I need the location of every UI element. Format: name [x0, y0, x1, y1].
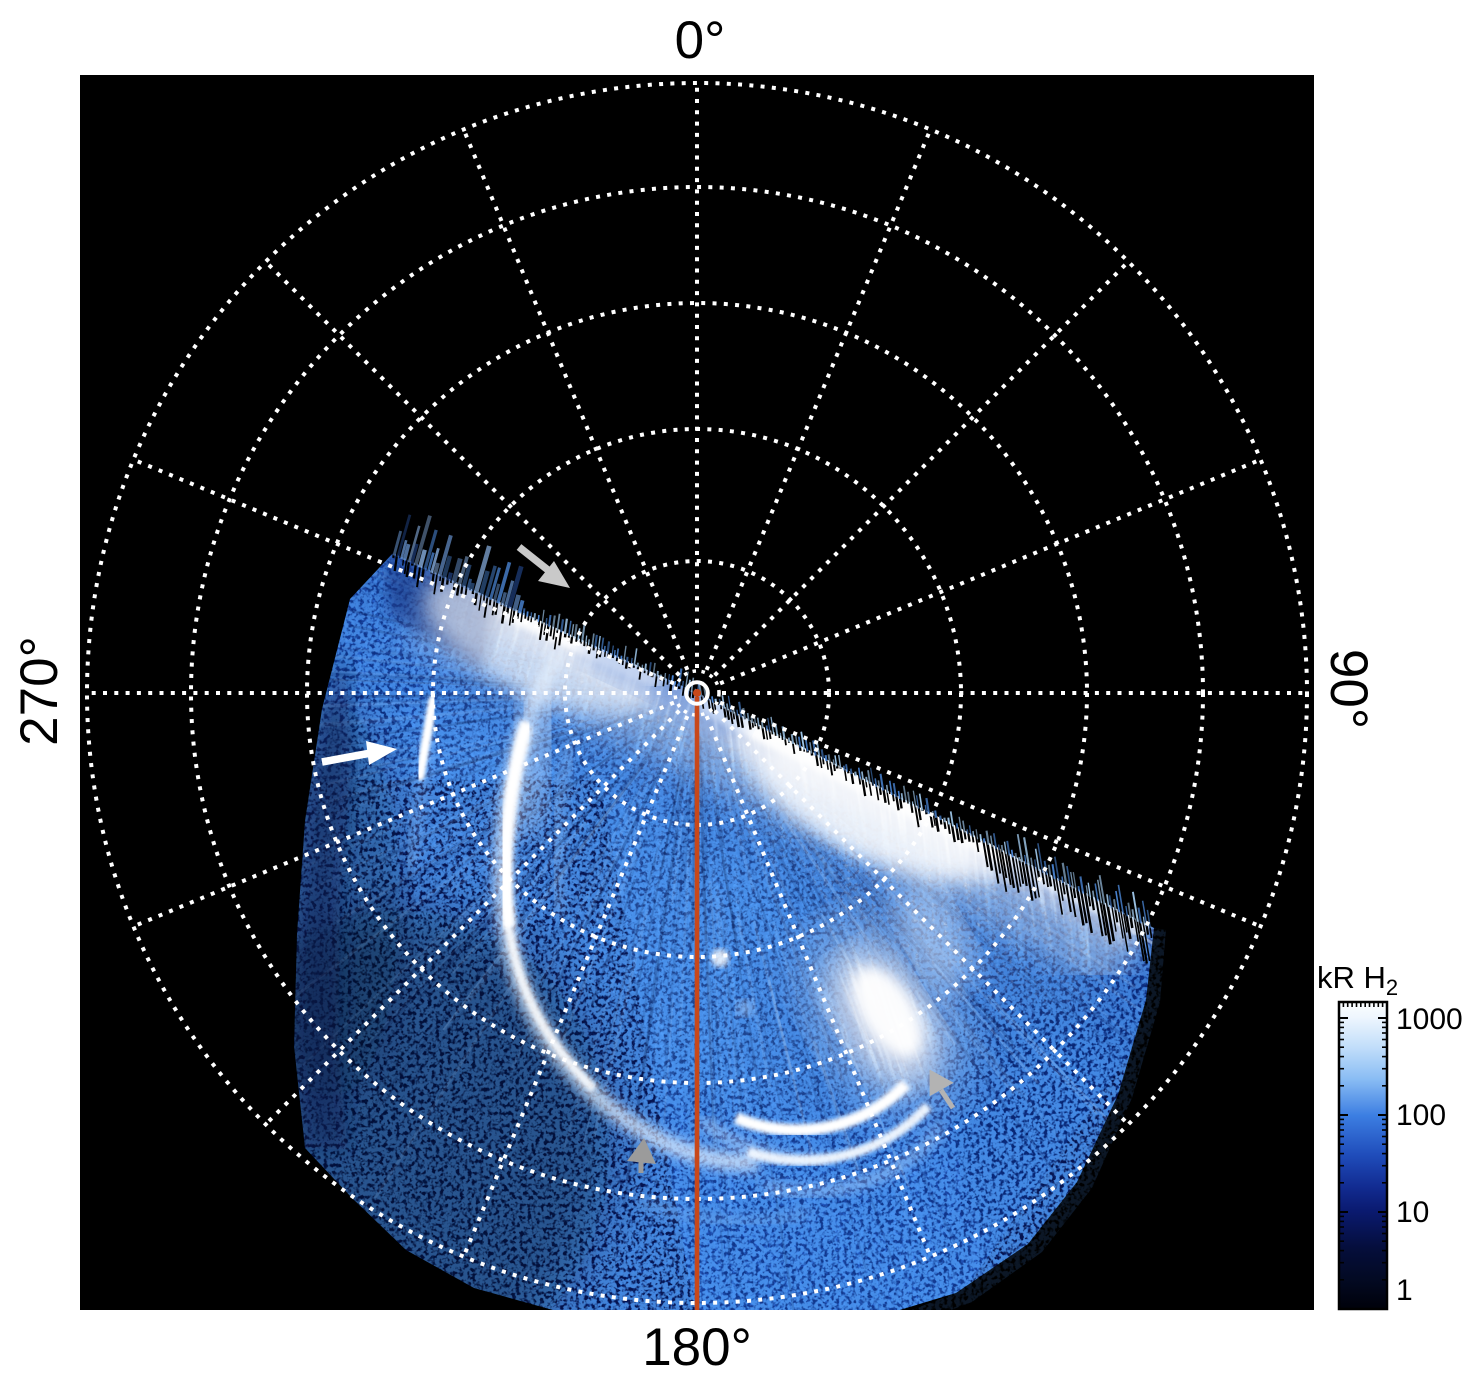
svg-text:180°: 180°: [642, 1318, 752, 1377]
svg-text:1: 1: [1396, 1274, 1413, 1307]
svg-text:10: 10: [1396, 1196, 1429, 1229]
svg-text:100: 100: [1396, 1099, 1446, 1132]
svg-text:1000: 1000: [1396, 1003, 1463, 1036]
svg-text:270°: 270°: [10, 636, 69, 746]
svg-text:kR H2: kR H2: [1317, 960, 1398, 1000]
svg-text:0°: 0°: [675, 11, 726, 70]
svg-text:90°: 90°: [1319, 649, 1378, 729]
